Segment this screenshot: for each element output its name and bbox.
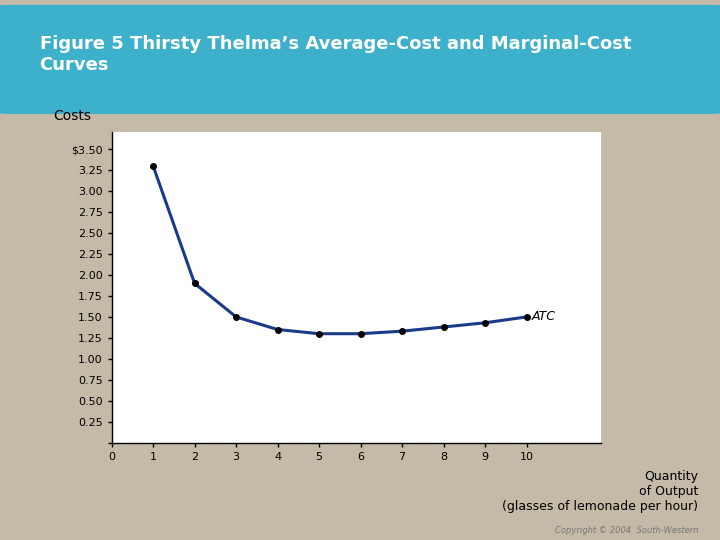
Text: Quantity
of Output
(glasses of lemonade per hour): Quantity of Output (glasses of lemonade …	[503, 470, 698, 513]
Text: Figure 5 Thirsty Thelma’s Average-Cost and Marginal-Cost
Curves: Figure 5 Thirsty Thelma’s Average-Cost a…	[40, 35, 631, 74]
Text: Costs: Costs	[53, 109, 91, 123]
FancyBboxPatch shape	[0, 5, 720, 114]
Text: Copyright © 2004  South-Western: Copyright © 2004 South-Western	[555, 525, 698, 535]
Text: ATC: ATC	[531, 310, 556, 323]
